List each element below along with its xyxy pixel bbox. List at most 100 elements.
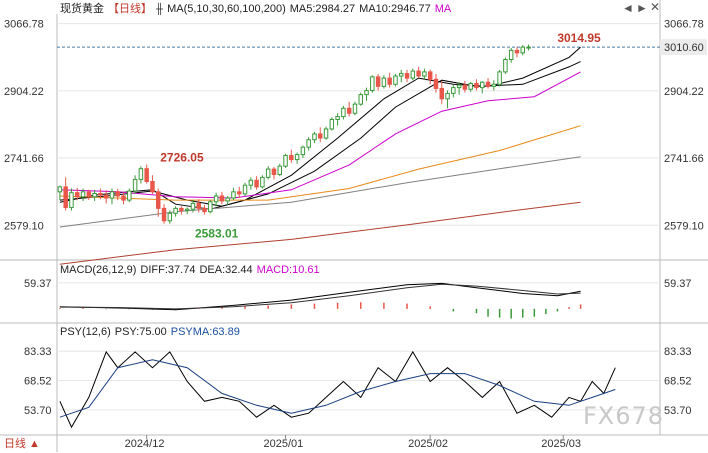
x-tick-label: 2024/12 [125,438,165,450]
period-button[interactable]: 日线 ▲ [4,438,40,450]
ma100-line [59,156,581,228]
candle-body [451,87,456,94]
candle-body [167,212,173,222]
ma5-value: MA5:2984.27 [289,3,356,15]
macd-dea-line [59,283,581,310]
candle-body [75,192,80,198]
psy-y-tick-left: 83.33 [24,346,52,358]
candle-body [312,133,317,141]
macd-diff: DIFF:37.74 [140,264,196,276]
candle-body [294,154,300,161]
candle-body [161,207,167,222]
period-tag: 【日线】 [108,3,152,15]
ma-toggle[interactable]: MA [434,3,452,15]
candle-body [265,168,271,178]
candle-body [190,202,196,210]
nav-left-button[interactable]: ◄ [622,1,634,15]
candle-body [57,186,63,193]
macd-dea: DEA:32.44 [199,264,253,276]
ma10-value: MA10:2946.77 [359,3,431,15]
psy-panel: 83.33 83.33 68.52 68.52 53.70 53.70 [0,346,708,436]
ma200-line [59,201,581,265]
price-y-tick-right: 3066.78 [664,19,704,31]
price-y-tick-left: 2904.22 [4,86,44,98]
candle-body [271,168,277,175]
candle-body [98,192,103,196]
candle-body [485,81,491,87]
candle-body [399,73,404,77]
macd-legend: MACD(26,12,9) DIFF:37.74 DEA:32.44 MACD:10.… [60,263,324,277]
candle-body [503,58,508,73]
price-y-tick-right: 2579.10 [664,220,704,232]
candle-body [121,195,126,201]
candle-body [520,46,525,54]
candle-body [456,84,462,89]
candle-body [329,118,335,130]
candle-body [144,168,149,182]
candle-body [69,192,74,209]
candle-body [208,201,213,213]
candle-body [422,71,427,77]
candle-body [109,191,115,199]
candle-body [462,84,468,90]
price-annotation: 2726.05 [160,151,204,165]
ma-params: MA(5,10,30,60,100,200) [167,3,286,15]
candle-body [306,139,311,148]
candle-body [508,49,514,60]
candle-body [213,195,219,203]
candle-body [364,90,369,96]
psyma-line [59,359,616,418]
candle-body [387,77,392,85]
candle-body [248,179,254,186]
candle-body [491,83,497,87]
candle-body [318,133,323,139]
candle-body [474,82,479,89]
price-y-tick-right: 2904.22 [664,86,704,98]
price-annotation: 3014.95 [557,31,601,45]
candle-icon: ╫ [156,4,164,15]
price-y-tick-left: 2579.10 [4,220,44,232]
candle-body [156,191,161,209]
candle-body [323,128,329,139]
candle-body [497,71,502,85]
x-tick-label: 2025/03 [541,438,581,450]
macd-y-tick-left: 59.37 [24,278,52,290]
psy-title: PSY(12,6) [60,326,111,338]
candle-body [127,190,132,201]
watermark: FX678 [583,402,665,430]
close-button[interactable]: ✕ [650,0,661,14]
psy-value: PSY:75.00 [114,326,167,338]
macd-title: MACD(26,12,9) [60,264,137,276]
candle-body [184,208,190,211]
candle-body [86,191,92,198]
psy-y-tick-right: 53.70 [664,405,692,417]
macd-diff-line [59,282,581,311]
candle-body [202,207,207,213]
candle-body [80,191,86,198]
candle-body [254,179,259,188]
candle-body [381,77,387,87]
candle-body [370,76,375,92]
candle-body [179,207,184,211]
candle-body [375,76,381,87]
price-y-tick-right: 2741.66 [664,153,704,165]
nav-right-button[interactable]: ► [636,1,648,15]
candle-body [300,146,306,156]
candle-body [231,191,236,199]
last-price-label: 3010.60 [664,42,704,54]
candle-body [115,191,120,197]
candle-body [433,78,439,89]
candle-body [404,73,410,79]
candle-body [410,70,416,79]
candle-body [468,82,473,90]
price-y-tick-left: 3066.78 [4,19,44,31]
macd-panel: 59.37 59.37 [0,278,708,324]
candle-body [225,197,230,202]
candle-body [242,184,248,195]
candle-body [416,70,421,77]
candle-body [346,107,352,114]
psy-y-tick-left: 53.70 [24,405,52,417]
candle-body [445,92,450,100]
psy-y-tick-right: 83.33 [664,346,692,358]
